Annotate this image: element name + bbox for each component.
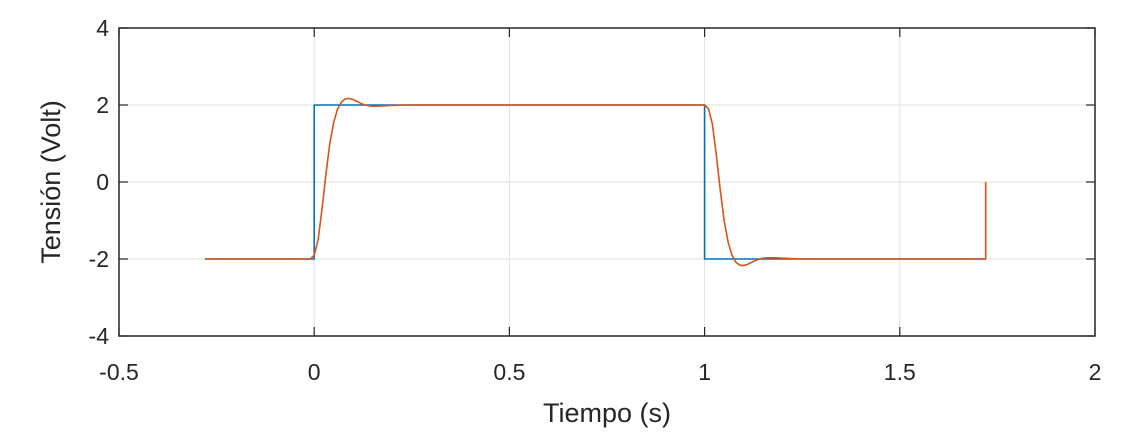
y-tick-label: -2 <box>89 246 109 272</box>
x-tick-label: 0 <box>308 359 321 385</box>
y-tick-label: 2 <box>96 92 109 118</box>
y-tick-labels: -4 -2 0 2 4 <box>89 15 110 349</box>
x-tick-label: -0.5 <box>99 359 139 385</box>
series-line-2 <box>204 97 987 267</box>
x-axis-label: Tiempo (s) <box>543 398 671 428</box>
x-tick-label: 1 <box>698 359 711 385</box>
x-tick-labels: -0.5 0 0.5 1 1.5 2 <box>99 359 1101 385</box>
ticks <box>118 27 1096 337</box>
x-tick-label: 2 <box>1089 359 1102 385</box>
series-group <box>204 97 987 267</box>
y-axis-label: Tensión (Volt) <box>36 100 66 264</box>
y-tick-label: 4 <box>96 15 109 41</box>
x-tick-label: 1.5 <box>884 359 916 385</box>
x-tick-label: 0.5 <box>493 359 525 385</box>
y-tick-label: -4 <box>89 323 110 349</box>
y-tick-label: 0 <box>96 169 109 195</box>
